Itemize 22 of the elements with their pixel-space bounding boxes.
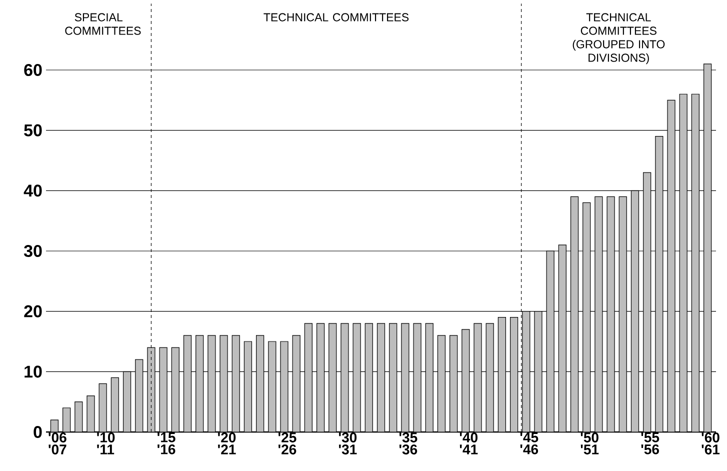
y-tick-label: 0 [34,426,42,438]
y-tick-label: 30 [24,244,42,258]
x-tick-label: '30 '31 [338,432,357,454]
y-tick-label: 50 [24,124,42,136]
x-tick-label: '50 '51 [580,432,599,454]
x-tick-label: '35 '36 [399,432,418,454]
y-tick-label: 60 [24,64,42,76]
y-tick-label: 10 [24,366,42,378]
x-tick-label: '10 '11 [97,432,115,454]
x-tick-label: '60 '61 [702,432,720,454]
x-tick-label: '40 '41 [460,432,478,454]
x-tick-label: '20 '21 [218,432,236,454]
annotation: SPECIAL COMMITTEES [65,13,141,35]
x-tick-label: '45 '46 [520,432,538,454]
annotation: TECHNICAL COMMITTEES (GROUPED INTO DIVISIONS) [572,13,665,64]
x-tick-label: '55 '56 [641,432,660,454]
annotation: TECHNICAL COMMITTEES [264,13,409,22]
x-tick-label: '06 '07 [48,432,66,454]
x-tick-label: '25 '26 [278,432,296,454]
y-tick-label: 20 [24,305,42,318]
x-tick-label: '15 '16 [158,432,176,454]
y-tick-label: 40 [24,184,42,197]
